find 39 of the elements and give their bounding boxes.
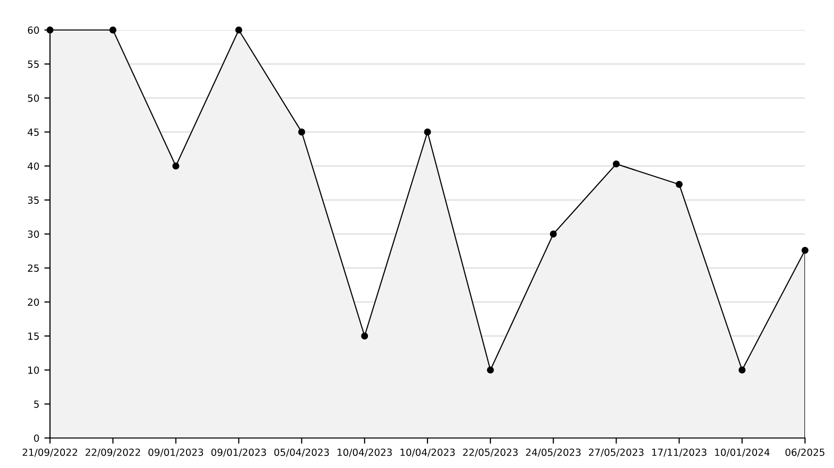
point [361, 332, 368, 340]
x-tick-label: 09/01/2023 [211, 448, 266, 457]
point [612, 160, 620, 168]
y-tick-label: 15 [28, 332, 39, 340]
y-tick-label: 45 [28, 128, 39, 136]
x-tick-label: 21/09/2022 [22, 448, 78, 457]
y-tick-label: 20 [28, 298, 39, 306]
x-tick-label: 10/01/2024 [715, 448, 770, 457]
point [738, 366, 746, 374]
x-tick-label: 22/05/2023 [463, 448, 518, 457]
x-tick-label: 10/04/2023 [338, 448, 392, 457]
y-tick-label: 30 [28, 230, 39, 238]
point [550, 230, 557, 238]
point [676, 180, 683, 188]
x-tick-label: 09/01/2023 [148, 448, 204, 457]
point [172, 162, 180, 170]
y-tick-label: 55 [28, 60, 39, 68]
x-tick-label: 17/11/2023 [652, 448, 706, 457]
y-tick-label: 10 [28, 366, 39, 374]
x-tick-label: 27/05/2023 [588, 448, 644, 457]
point [298, 128, 306, 136]
x-tick-label: 24/05/2023 [526, 448, 581, 457]
y-tick-label: 40 [28, 162, 39, 170]
x-tick-label: 10/04/2023 [400, 448, 455, 457]
point [109, 26, 116, 34]
y-tick-label: 25 [28, 264, 39, 272]
y-tick-label: 60 [28, 26, 39, 34]
point [802, 246, 808, 254]
x-tick-label: 22/09/2022 [86, 448, 140, 457]
point [424, 128, 431, 136]
y-tick-label: 0 [34, 434, 39, 442]
point [235, 26, 242, 34]
x-tick-label: 05/04/2023 [274, 448, 329, 457]
point [486, 366, 494, 374]
y-tick-label: 35 [28, 196, 39, 204]
point [46, 26, 54, 34]
y-tick-label: 50 [28, 94, 39, 102]
y-tick-label: 5 [34, 400, 39, 408]
x-tick-label: 06/2025 [785, 448, 824, 457]
